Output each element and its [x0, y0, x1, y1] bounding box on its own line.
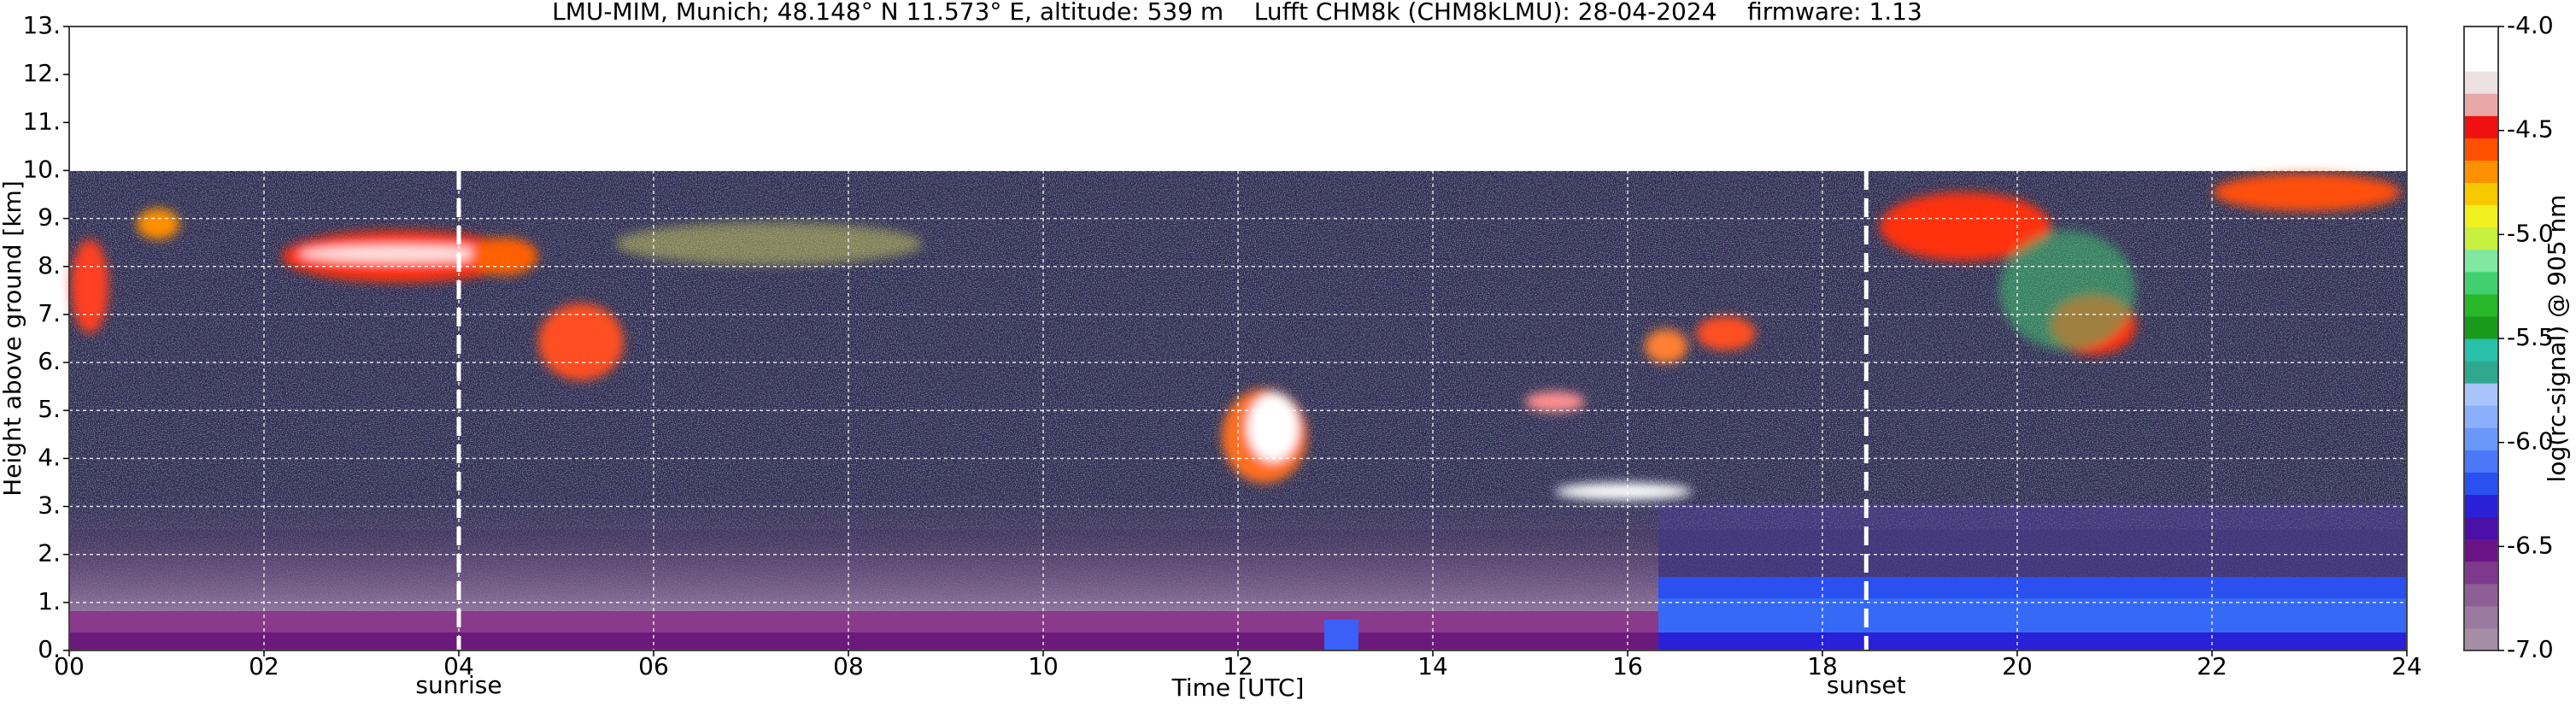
colorbar-swatch: [2464, 315, 2498, 339]
colorbar-swatch: [2464, 405, 2498, 428]
colorbar-swatch: [2464, 227, 2498, 250]
x-tick-label: 18: [1807, 652, 1838, 680]
colorbar-swatch: [2464, 627, 2498, 651]
colorbar-swatch: [2464, 450, 2498, 473]
y-tick-label: 2.: [38, 539, 61, 568]
colorbar-tick-label: -6.0: [2507, 427, 2554, 456]
colorbar-swatch: [2464, 427, 2498, 450]
colorbar-swatch: [2464, 383, 2498, 406]
x-tick-label: 22: [2197, 652, 2227, 680]
colorbar-swatch: [2464, 249, 2498, 273]
colorbar-tick-label: -5.5: [2507, 323, 2554, 351]
colorbar-swatch: [2464, 361, 2498, 384]
colorbar-tick-label: -4.5: [2507, 115, 2554, 144]
y-tick-label: 6.: [38, 347, 61, 375]
colorbar-label: log(rc-signal) @ 905 nm: [2543, 195, 2571, 483]
colorbar-swatch: [2464, 561, 2498, 585]
colorbar-tick-label: -6.5: [2507, 531, 2554, 559]
y-tick-label: 8.: [38, 251, 61, 279]
x-tick-label: 02: [249, 652, 279, 680]
colorbar-tick-label: -5.0: [2507, 219, 2554, 247]
y-tick-label: 7.: [38, 299, 61, 327]
x-tick-label: 16: [1612, 652, 1643, 680]
colorbar-swatch: [2464, 494, 2498, 518]
colorbar-swatch: [2464, 338, 2498, 362]
colorbar-swatch: [2464, 71, 2498, 94]
x-axis-label: Time [UTC]: [1171, 674, 1305, 702]
x-tick-label: 10: [1028, 652, 1059, 680]
x-tick-label: 06: [638, 652, 669, 680]
colorbar-swatch: [2464, 160, 2498, 183]
y-tick-label: 4.: [38, 443, 61, 471]
chart-title: LMU-MIM, Munich; 48.148° N 11.573° E, al…: [552, 0, 1922, 26]
colorbar-swatch: [2464, 605, 2498, 629]
colorbar-swatch: [2464, 49, 2498, 72]
y-tick-label: 12.: [22, 59, 61, 87]
x-tick-label: 04: [443, 652, 474, 680]
colorbar-swatch: [2464, 271, 2498, 295]
y-axis-label: Height above ground [km]: [0, 180, 26, 497]
y-tick-label: 10.: [22, 155, 61, 183]
x-tick-label: 24: [2391, 652, 2422, 680]
x-tick-label: 20: [2002, 652, 2033, 680]
colorbar-swatch: [2464, 93, 2498, 116]
colorbar-swatch: [2464, 516, 2498, 540]
colorbar-swatch: [2464, 583, 2498, 607]
colorbar-swatch: [2464, 26, 2498, 50]
colorbar-swatch: [2464, 472, 2498, 495]
x-tick-label: 12: [1223, 652, 1253, 680]
colorbar-swatch: [2464, 182, 2498, 206]
y-tick-label: 11.: [22, 107, 61, 135]
y-tick-label: 13.: [22, 11, 61, 39]
y-tick-label: 1.: [38, 587, 61, 615]
y-tick-label: 3.: [38, 491, 61, 520]
colorbar-swatch: [2464, 204, 2498, 228]
annotation-label: sunrise: [415, 671, 502, 699]
x-tick-label: 08: [833, 652, 864, 680]
y-tick-label: 9.: [38, 203, 61, 232]
colorbar-swatch: [2464, 538, 2498, 562]
colorbar-swatch: [2464, 138, 2498, 161]
annotation-label: sunset: [1827, 671, 1906, 699]
y-tick-label: 0.: [38, 635, 61, 663]
x-tick-label: 00: [54, 652, 85, 680]
x-tick-label: 14: [1417, 652, 1448, 680]
colorbar-tick-label: -7.0: [2507, 635, 2554, 663]
colorbar-swatch: [2464, 115, 2498, 138]
y-tick-label: 5.: [38, 395, 61, 423]
colorbar-swatch: [2464, 293, 2498, 317]
colorbar-tick-label: -4.0: [2507, 11, 2554, 39]
